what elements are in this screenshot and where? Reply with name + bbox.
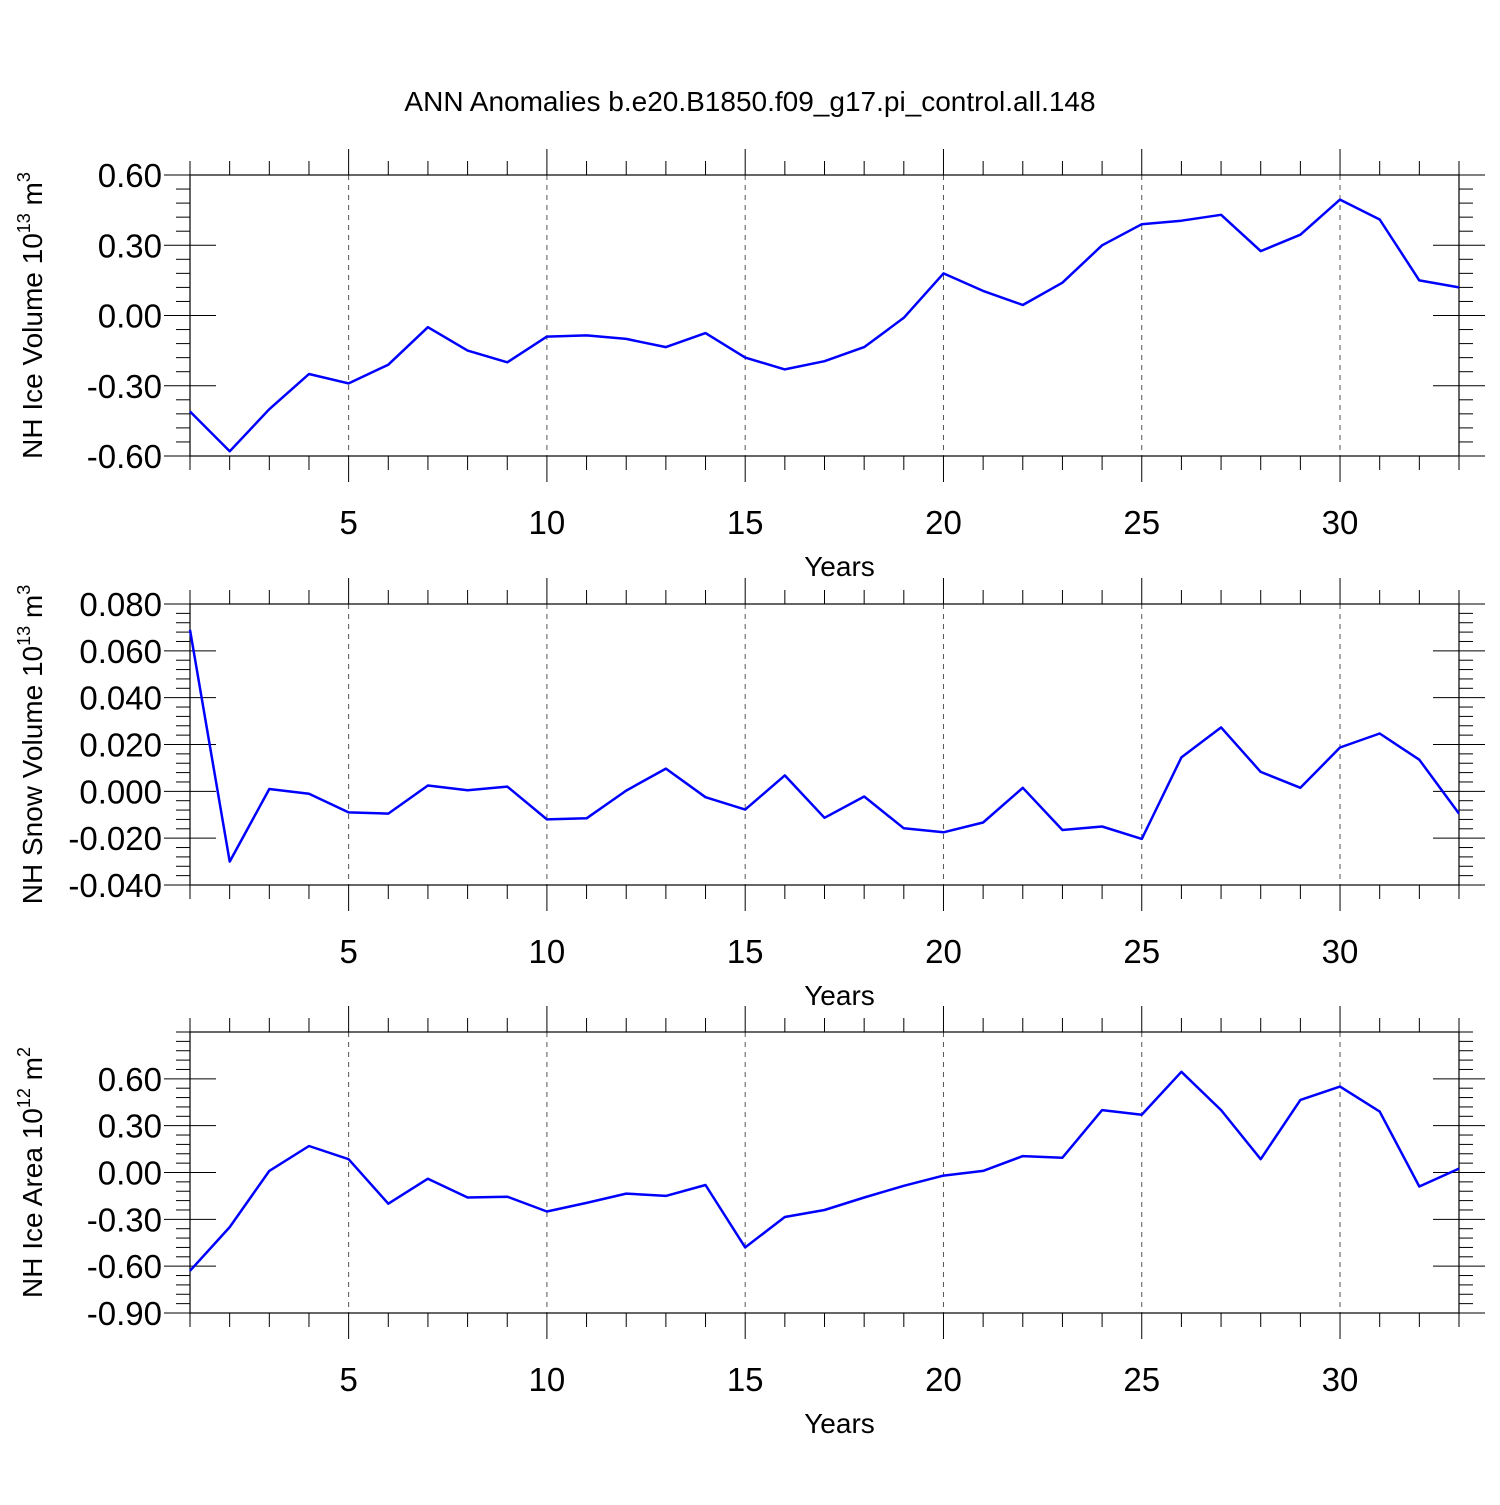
y-tick-label: -0.90 [87,1295,162,1332]
x-tick-label: 5 [339,504,357,541]
x-tick-label: 30 [1322,504,1359,541]
y-tick-label: 0.020 [79,727,162,764]
x-tick-label: 25 [1123,1361,1160,1398]
chart-title: ANN Anomalies b.e20.B1850.f09_g17.pi_con… [404,86,1095,117]
y-axis-label: NH Snow Volume 1013 m3 [14,585,48,905]
y-axis-label: NH Ice Area 1012 m2 [14,1047,48,1298]
x-axis-label: Years [804,980,875,1011]
y-tick-label: -0.60 [87,1248,162,1285]
y-tick-label: -0.020 [68,820,162,857]
plot-frame [189,1031,1460,1314]
plot-frame [189,174,1460,457]
y-tick-label: 0.040 [79,680,162,717]
series-line [189,198,1460,453]
x-tick-label: 20 [925,933,962,970]
x-axis-label: Years [804,551,875,582]
y-axis-label: NH Ice Volume 1013 m3 [14,172,48,459]
chart-panel-1: -0.60 -0.30 0.00 0.30 0.60 5 10 15 20 25 30 Years NH… [14,149,1485,582]
x-tick-label: 10 [529,504,566,541]
chart-panel-2: -0.040 -0.020 0.000 0.020 0.040 0.060 0.080 5 10… [14,578,1485,1011]
x-tick-label: 15 [727,1361,764,1398]
y-tick-label: -0.60 [87,438,162,475]
x-tick-label: 15 [727,933,764,970]
x-tick-label: 10 [529,1361,566,1398]
x-tick-label: 20 [925,1361,962,1398]
x-tick-label: 5 [339,933,357,970]
x-tick-label: 25 [1123,933,1160,970]
y-tick-label: 0.60 [98,1061,162,1098]
x-tick-label: 25 [1123,504,1160,541]
y-tick-label: -0.30 [87,368,162,405]
y-tick-label: -0.040 [68,867,162,904]
y-tick-label: 0.000 [79,773,162,810]
y-tick-label: -0.30 [87,1201,162,1238]
x-tick-label: 30 [1322,1361,1359,1398]
y-tick-label: 0.00 [98,298,162,335]
y-tick-label: 0.00 [98,1155,162,1192]
y-tick-label: 0.080 [79,586,162,623]
x-tick-label: 15 [727,504,764,541]
x-tick-label: 10 [529,933,566,970]
y-tick-label: 0.30 [98,227,162,264]
y-tick-label: 0.60 [98,157,162,194]
series-line [188,629,1461,863]
chart-panel-3: -0.90 -0.60 -0.30 0.00 0.30 0.60 5 10 15 20 25 30 Ye… [14,1006,1485,1439]
y-tick-label: 0.30 [98,1108,162,1145]
x-tick-label: 5 [339,1361,357,1398]
plot-frame [189,603,1460,886]
y-tick-label: 0.060 [79,633,162,670]
x-axis-label: Years [804,1408,875,1439]
series-line [189,1070,1460,1272]
x-tick-label: 20 [925,504,962,541]
x-tick-label: 30 [1322,933,1359,970]
